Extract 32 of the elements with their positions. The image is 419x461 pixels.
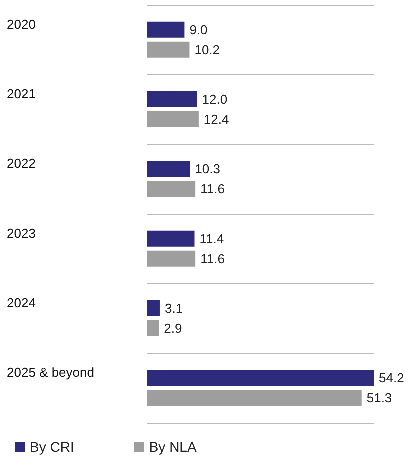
- bar: [147, 22, 185, 38]
- bar: [147, 230, 195, 247]
- y-tick-label: 2024: [7, 296, 36, 310]
- bar: [147, 161, 190, 178]
- y-tick-label: 2025 & beyond: [7, 365, 94, 380]
- data-label: 54.2: [379, 370, 404, 386]
- bar: [147, 92, 198, 108]
- data-label: 12.4: [204, 112, 230, 127]
- bar: [147, 250, 196, 267]
- y-tick-label: 2020: [7, 16, 36, 32]
- bar: [147, 370, 374, 386]
- data-label: 11.6: [200, 182, 225, 197]
- data-label: 51.3: [366, 390, 392, 406]
- legend-label: By CRI: [30, 439, 74, 455]
- data-label: 2.9: [164, 321, 182, 336]
- bar: [147, 181, 196, 198]
- y-tick-label: 2021: [7, 86, 36, 102]
- bar: [147, 42, 190, 58]
- data-label: 11.4: [200, 231, 224, 246]
- y-tick-label: 2022: [7, 156, 36, 172]
- legend-label: By NLA: [149, 439, 198, 455]
- bar: [147, 390, 362, 406]
- data-label: 11.6: [200, 251, 225, 266]
- bar: [147, 112, 199, 128]
- y-tick-label: 2023: [7, 226, 36, 241]
- data-label: 10.2: [194, 42, 220, 58]
- data-label: 12.0: [202, 92, 228, 107]
- bar: [147, 300, 160, 316]
- data-label: 10.3: [195, 162, 220, 177]
- bar: [147, 320, 160, 336]
- data-label: 9.0: [190, 22, 208, 38]
- data-label: 3.1: [164, 301, 184, 316]
